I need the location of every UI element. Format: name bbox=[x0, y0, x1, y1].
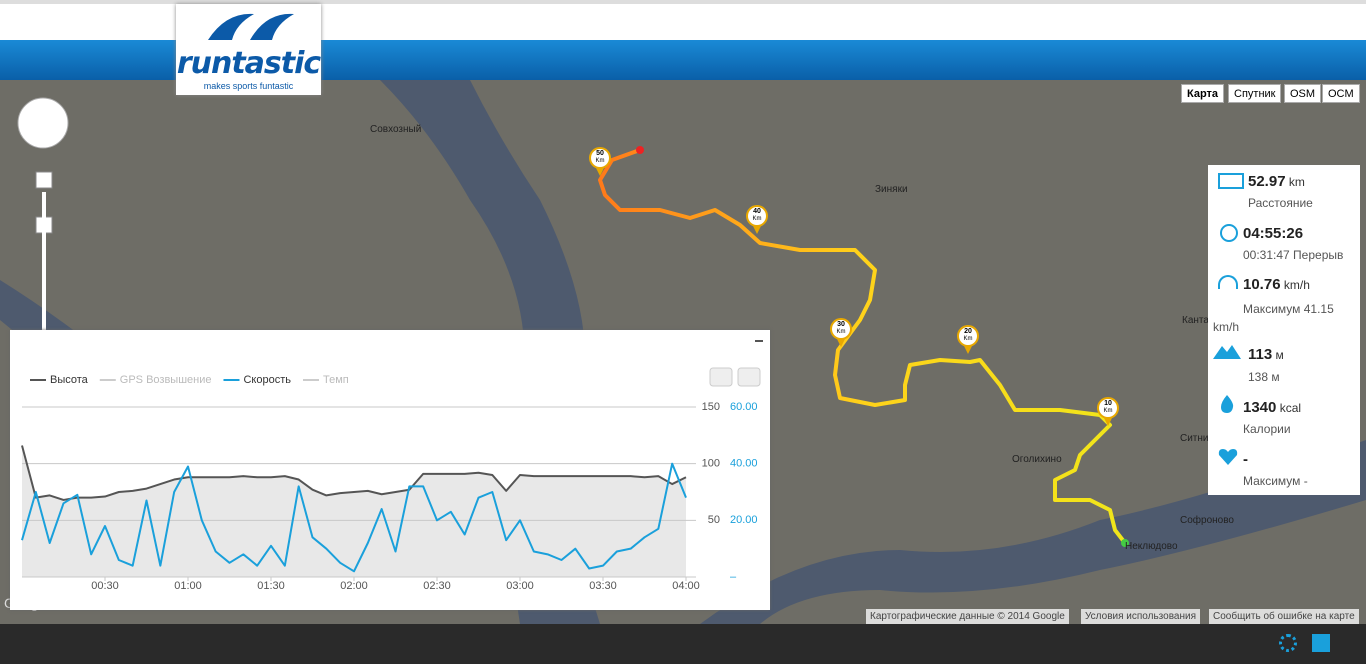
panel-header bbox=[10, 330, 770, 350]
marker-unit: Km bbox=[1104, 408, 1113, 414]
report-link[interactable]: Сообщить об ошибке на карте bbox=[1209, 609, 1359, 624]
fullscreen-button[interactable] bbox=[1312, 634, 1330, 652]
y-tick-label: 150 bbox=[702, 401, 720, 413]
distance-icon bbox=[1218, 173, 1244, 189]
speed-max: Максимум 41.15 km/h bbox=[1213, 302, 1334, 334]
x-tick-label: 02:30 bbox=[423, 580, 451, 592]
x-tick-label: 00:30 bbox=[91, 580, 119, 592]
legend-label[interactable]: Скорость bbox=[243, 374, 291, 386]
calories-icon bbox=[1221, 395, 1234, 413]
time-icon bbox=[1220, 224, 1238, 242]
logo-text: runtastic bbox=[176, 46, 321, 81]
map-type[interactable]: OSM bbox=[1284, 84, 1322, 103]
route bbox=[598, 148, 1127, 545]
y2-tick-label: 40.00 bbox=[730, 458, 758, 470]
legend-label[interactable]: GPS Возвышение bbox=[120, 374, 212, 386]
elevation-value: 113 bbox=[1248, 346, 1273, 363]
duration-value: 04:55:26 bbox=[1243, 225, 1304, 242]
x-tick-label: 02:00 bbox=[340, 580, 368, 592]
place-label: Совхозный bbox=[370, 124, 421, 135]
x-tick-label: 03:30 bbox=[589, 580, 617, 592]
marker-badge bbox=[1097, 397, 1119, 419]
marker-unit: Km bbox=[964, 336, 973, 342]
place-label: Софроново bbox=[1180, 514, 1234, 526]
calories-label: Калории bbox=[1243, 422, 1291, 436]
marker-badge bbox=[830, 318, 852, 340]
series-line bbox=[21, 445, 687, 501]
x-tick-label: 01:00 bbox=[174, 580, 202, 592]
print-button[interactable] bbox=[709, 367, 733, 387]
y2-tick-label: 60.00 bbox=[730, 401, 758, 413]
distance-label: Расстояние bbox=[1248, 196, 1313, 210]
terms-link[interactable]: Условия использования bbox=[1081, 609, 1200, 624]
distance-value: 52.97 bbox=[1248, 173, 1286, 190]
marker-badge bbox=[746, 205, 768, 227]
y-tick-label: 100 bbox=[702, 458, 720, 470]
place-label: Оголихино bbox=[1012, 454, 1062, 465]
calories-value: 1340 bbox=[1243, 399, 1277, 416]
route-end bbox=[636, 146, 644, 154]
marker-number: 40 bbox=[753, 208, 761, 215]
distance-unit: km bbox=[1288, 175, 1305, 189]
river bbox=[700, 440, 1366, 624]
x-tick-label: 01:30 bbox=[257, 580, 285, 592]
elevation-max: 138 м bbox=[1248, 370, 1280, 384]
map-attribution: Картографические данные © 2014 Google bbox=[866, 609, 1069, 624]
marker-number: 20 bbox=[964, 328, 972, 335]
place-label: Ситни bbox=[1180, 433, 1209, 444]
legend-label[interactable]: Высота bbox=[50, 374, 89, 386]
marker-unit: Km bbox=[753, 216, 762, 222]
place-label: Канта bbox=[1182, 315, 1209, 326]
marker-number: 50 bbox=[596, 150, 604, 157]
speed-value: 10.76 bbox=[1243, 276, 1281, 293]
place-label: Зиняки bbox=[875, 184, 908, 195]
pause-value: 00:31:47 Перерыв bbox=[1243, 248, 1344, 262]
logo[interactable]: runtastic makes sports funtastic bbox=[176, 4, 321, 95]
stats-panel: 52.97 km Расстояние 04:55:26 00:31:47 Пе… bbox=[1208, 165, 1360, 495]
logo-tagline: makes sports funtastic bbox=[203, 81, 294, 91]
heart-icon bbox=[1218, 449, 1238, 465]
map-type[interactable]: OCM bbox=[1322, 84, 1360, 103]
heart-max: Максимум - bbox=[1243, 474, 1308, 488]
calories-unit: kcal bbox=[1279, 401, 1302, 415]
download-button[interactable] bbox=[737, 367, 761, 387]
area bbox=[22, 445, 686, 577]
marker-number: 30 bbox=[837, 321, 845, 328]
chart-panel: Высота GPS Возвышение Скорость Темп 50 100 150… bbox=[10, 330, 770, 610]
y2-tick-label: – bbox=[730, 571, 737, 583]
zoom-track bbox=[42, 192, 46, 332]
legend-label[interactable]: Темп bbox=[323, 374, 349, 386]
y2-tick-label: 20.00 bbox=[730, 514, 758, 526]
map-type[interactable]: Спутник bbox=[1228, 84, 1282, 103]
marker-unit: Km bbox=[596, 158, 605, 164]
speed-unit: km/h bbox=[1283, 278, 1310, 292]
speed-icon bbox=[1218, 275, 1238, 289]
footer-bar bbox=[0, 624, 1366, 664]
map-type[interactable]: Карта bbox=[1181, 84, 1225, 103]
chart: Высота GPS Возвышение Скорость Темп 50 100 150… bbox=[10, 330, 770, 592]
heart-value: - bbox=[1243, 451, 1248, 468]
x-tick-label: 03:00 bbox=[506, 580, 534, 592]
logo-icon bbox=[208, 13, 294, 40]
pan-control[interactable] bbox=[17, 97, 69, 149]
series-line bbox=[21, 462, 687, 573]
marker-badge bbox=[957, 325, 979, 347]
marker-badge bbox=[589, 147, 611, 169]
x-tick-label: 04:00 bbox=[672, 580, 700, 592]
elevation-icon bbox=[1213, 345, 1241, 359]
settings-button[interactable] bbox=[1279, 634, 1297, 652]
y-tick-label: 50 bbox=[708, 514, 720, 526]
route-start bbox=[1121, 539, 1129, 547]
elevation-unit: м bbox=[1275, 348, 1284, 362]
marker-unit: Km bbox=[837, 329, 846, 335]
marker-number: 10 bbox=[1104, 400, 1112, 407]
place-label: Неклюдово bbox=[1125, 541, 1178, 552]
zoom-in[interactable] bbox=[35, 171, 53, 189]
